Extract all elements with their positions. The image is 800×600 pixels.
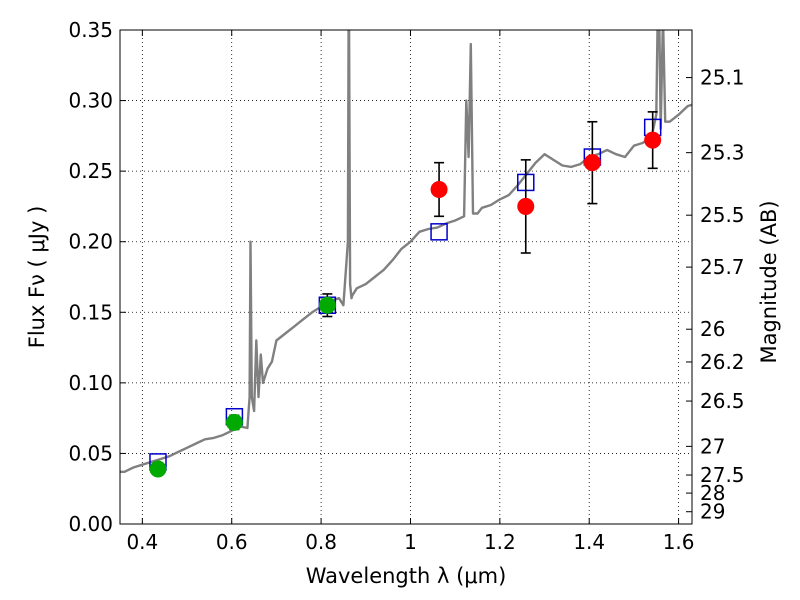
y-tick-label: 0.05 [68,441,113,465]
observed-flux-point [583,154,601,172]
markers-layer [149,111,662,478]
y-tick-label: 0.25 [68,159,113,183]
model-flux-square [430,223,448,241]
x-tick-label: 1.6 [663,530,695,554]
observed-flux-point [149,460,167,478]
y-tick-label: 0.20 [68,230,113,254]
spectrum-line [120,30,692,473]
x-tick-label: 1.2 [484,530,516,554]
observed-flux-point [318,296,336,314]
y2-tick-label: 29 [700,500,725,524]
x-axis-label: Wavelength λ (μm) [306,564,507,588]
axes-layer: 0.4 0.6 0.8 1 1.2 1.4 1.6 0.00 0.05 0.10 0.15 0.20 0… [68,18,744,554]
y-tick-label: 0.15 [68,300,113,324]
x-tick-label: 0.8 [305,530,337,554]
observed-flux-point [644,131,662,149]
y-tick-label: 0.30 [68,89,113,113]
observed-flux-point [517,197,535,215]
y2-tick-label: 26 [700,317,725,341]
y-tick-label: 0.35 [68,18,113,42]
y2-tick-label: 26.2 [700,350,745,374]
x-tick-label: 1 [404,530,417,554]
y-tick-label: 0.10 [68,371,113,395]
x-tick-label: 0.6 [216,530,248,554]
y2-axis-label: Magnitude (AB) [757,200,781,363]
y2-tick-label: 25.3 [700,141,745,165]
spectrum-layer [120,30,692,473]
plot-frame [119,29,693,525]
y2-tick-label: 25.1 [700,66,745,90]
y-axis-label: Flux Fν ( μJy ) [25,206,49,349]
y2-tick-label: 27.5 [700,463,745,487]
y2-tick-label: 27 [700,434,725,458]
y2-tick-label: 28 [700,481,725,505]
observed-flux-point [225,413,243,431]
observed-flux-point [430,180,448,198]
y-tick-label: 0.00 [68,512,113,536]
plot-background [120,30,692,524]
y2-tick-label: 25.5 [700,203,745,227]
x-tick-label: 0.4 [126,530,158,554]
y2-tick-label: 26.5 [700,389,745,413]
x-tick-label: 1.4 [573,530,605,554]
y2-tick-label: 25.7 [700,255,745,279]
